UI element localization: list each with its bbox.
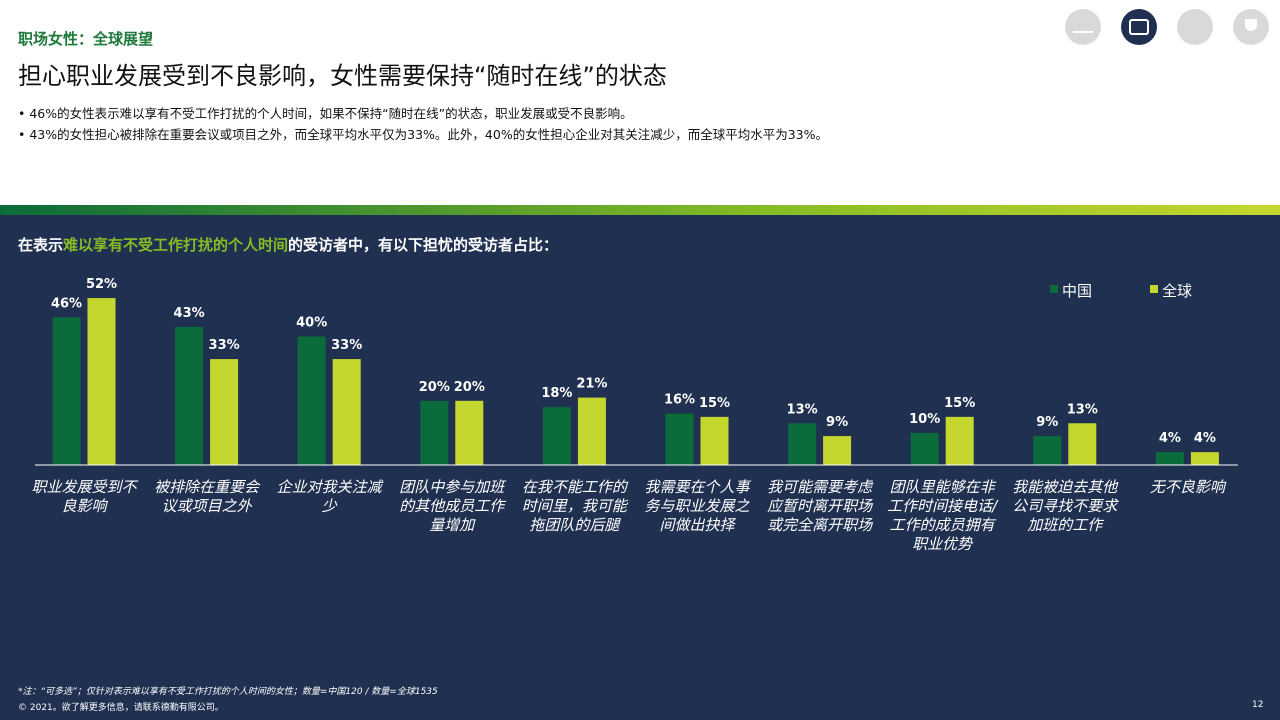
icon[interactable] xyxy=(1121,9,1157,45)
page-number: 12 xyxy=(1252,700,1264,710)
icon[interactable] xyxy=(1065,9,1101,45)
bar xyxy=(577,397,606,465)
bar xyxy=(1190,452,1219,465)
bar xyxy=(87,298,116,465)
value-label: 52% xyxy=(86,277,117,292)
bar xyxy=(910,432,939,465)
category-label: 被排除在重要会议或项目之外 xyxy=(154,478,260,515)
category-label: 我需要在个人事务与职业发展之间做出抉择 xyxy=(644,478,750,534)
value-label: 20% xyxy=(419,380,450,395)
icon-glyph xyxy=(1129,19,1149,35)
bar xyxy=(945,416,974,465)
footnote: *注：“可多选”；仅针对表示难以享有不受工作打扰的个人时间的女性；数量=中国12… xyxy=(18,687,438,697)
bar xyxy=(332,359,361,465)
chart-title-highlight: 难以享有不受工作打扰的个人时间 xyxy=(63,236,289,254)
bar xyxy=(455,400,484,465)
value-label: 40% xyxy=(296,316,327,331)
icon-glyph xyxy=(1245,19,1257,31)
value-label: 33% xyxy=(331,338,362,353)
category-label: 团队里能够在非工作时间接电话/工作的成员拥有职业优势 xyxy=(887,478,998,553)
category-label: 企业对我关注减少 xyxy=(276,478,382,515)
value-label: 33% xyxy=(209,338,240,353)
value-label: 13% xyxy=(787,402,818,417)
value-label: 9% xyxy=(826,415,848,430)
value-label: 21% xyxy=(576,377,607,392)
bar xyxy=(1033,436,1062,465)
category-label: 我可能需要考虑应暂时离开职场或完全离开职场 xyxy=(767,478,873,534)
bar xyxy=(1155,452,1184,465)
bar xyxy=(175,326,204,465)
chart-title-part: 在表示 xyxy=(18,236,64,254)
chart-panel xyxy=(0,215,1280,720)
bar xyxy=(665,413,694,465)
legend-label: 全球 xyxy=(1162,282,1192,300)
value-label: 13% xyxy=(1067,402,1098,417)
bar xyxy=(210,359,239,465)
legend-swatch xyxy=(1150,285,1158,293)
bar xyxy=(823,436,852,465)
value-label: 10% xyxy=(909,412,940,427)
chart-title: 在表示难以享有不受工作打扰的个人时间的受访者中，有以下担忧的受访者占比： xyxy=(18,234,558,255)
category-label: 职业发展受到不良影响 xyxy=(31,478,137,515)
value-label: 16% xyxy=(664,393,695,408)
stripe xyxy=(0,205,1280,215)
copyright: © 2021。欲了解更多信息，请联系德勤有限公司。 xyxy=(18,703,224,713)
title: 担心职业发展受到不良影响，女性需要保持“随时在线”的状态 xyxy=(18,62,667,90)
value-label: 4% xyxy=(1159,431,1181,446)
chart: 46% 52% 43% 33% 40% 33% 20% 20% 18% 21% 16% 15% 13% 9… xyxy=(35,277,1238,466)
bullet-text: 43%的女性担心被排除在重要会议或项目之外，而全球平均水平仅为33%。此外，40… xyxy=(29,127,828,142)
value-label: 46% xyxy=(51,296,82,311)
bullet-text: 46%的女性表示难以享有不受工作打扰的个人时间，如果不保持“随时在线”的状态，职… xyxy=(29,106,633,121)
value-label: 4% xyxy=(1194,431,1216,446)
bullet: • 46%的女性表示难以享有不受工作打扰的个人时间，如果不保持“随时在线”的状态… xyxy=(18,106,633,121)
value-label: 15% xyxy=(699,396,730,411)
bar xyxy=(420,400,449,465)
bar xyxy=(788,423,817,465)
category-label: 团队中参与加班的其他成员工作量增加 xyxy=(399,478,505,534)
bar xyxy=(1068,423,1097,465)
category-label: 在我不能工作的时间里，我可能拖团队的后腿 xyxy=(521,478,627,534)
value-label: 18% xyxy=(541,386,572,401)
bar xyxy=(700,416,729,465)
bar xyxy=(297,336,326,465)
value-label: 15% xyxy=(944,396,975,411)
nav-icons xyxy=(1065,9,1269,45)
value-label: 20% xyxy=(454,380,485,395)
category-label: 我能被迫去其他公司寻找不要求加班的工作 xyxy=(1012,478,1118,534)
value-label: 9% xyxy=(1036,415,1058,430)
category-label: 无不良影响 xyxy=(1149,478,1225,496)
section: 职场女性：全球展望 xyxy=(18,30,154,48)
value-label: 43% xyxy=(174,306,205,321)
icon[interactable] xyxy=(1177,9,1213,45)
legend-label: 中国 xyxy=(1062,282,1092,300)
bar xyxy=(52,317,81,465)
legend-swatch xyxy=(1050,285,1058,293)
chart-title-part: 的受访者中，有以下担忧的受访者占比： xyxy=(288,236,559,254)
bar xyxy=(542,407,571,465)
bullet: • 43%的女性担心被排除在重要会议或项目之外，而全球平均水平仅为33%。此外，… xyxy=(18,127,828,142)
